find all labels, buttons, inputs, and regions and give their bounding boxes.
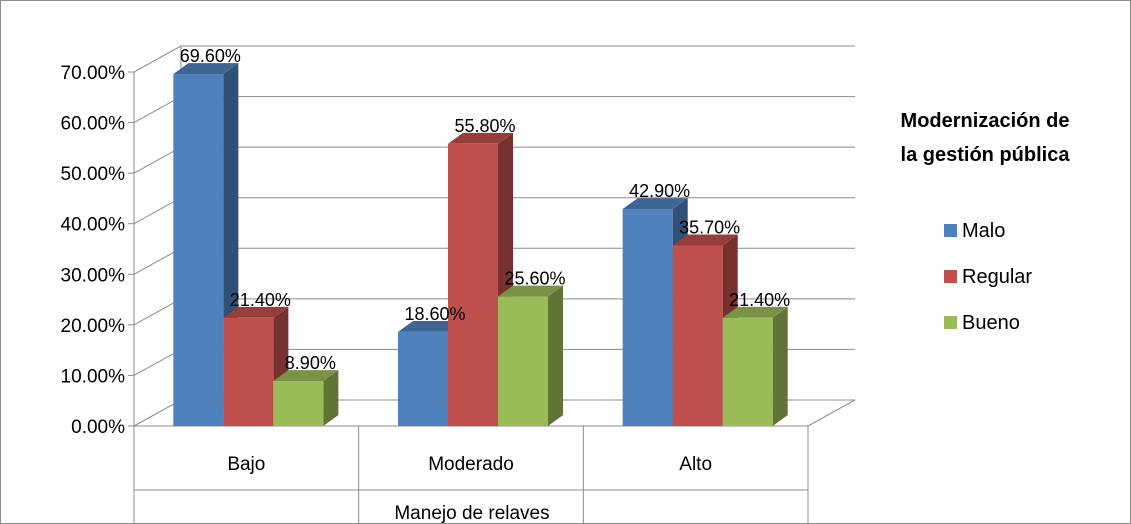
bar-front bbox=[398, 331, 448, 426]
gridline-diagonal bbox=[133, 45, 182, 73]
bars bbox=[173, 63, 788, 427]
data-label-bueno-bajo: 8.90% bbox=[285, 353, 336, 373]
legend-swatch-regular bbox=[944, 270, 957, 283]
bar-front bbox=[622, 209, 673, 426]
bar-regular-bajo bbox=[223, 306, 289, 426]
bar-side bbox=[772, 306, 788, 426]
gridline-diagonal bbox=[133, 96, 182, 124]
y-tick-label: 30.00% bbox=[61, 265, 126, 286]
x-category-label: Bajo bbox=[227, 454, 265, 475]
bar-bueno-bajo bbox=[273, 370, 339, 426]
y-tick-label: 50.00% bbox=[61, 164, 126, 185]
data-label-bueno-moderado: 25.60% bbox=[504, 269, 565, 289]
bar-top bbox=[498, 285, 564, 297]
bar-side bbox=[323, 370, 339, 426]
bar-front bbox=[448, 143, 498, 426]
y-tick-label: 60.00% bbox=[61, 114, 126, 135]
legend-title-line-1: Modernización de bbox=[901, 110, 1070, 132]
bar-top bbox=[223, 306, 289, 318]
bar-side bbox=[548, 285, 564, 426]
bar-top bbox=[722, 306, 788, 318]
x-axis: Bajo Moderado Alto bbox=[133, 426, 809, 524]
bar-front bbox=[722, 317, 773, 426]
bar-front bbox=[672, 245, 723, 426]
data-label-regular-alto: 35.70% bbox=[679, 217, 740, 237]
data-label-bueno-alto: 21.40% bbox=[729, 290, 790, 310]
y-tick-label: 40.00% bbox=[61, 215, 126, 236]
legend: Modernización de la gestión pública Malo… bbox=[901, 110, 1071, 334]
gridline-diagonal bbox=[133, 298, 182, 326]
bar-front bbox=[223, 317, 274, 426]
bar-top bbox=[672, 234, 738, 246]
data-label-malo-alto: 42.90% bbox=[629, 181, 690, 201]
bar-bueno-alto bbox=[722, 306, 788, 426]
bar-bueno-moderado bbox=[498, 285, 564, 426]
x-category-label: Moderado bbox=[428, 454, 514, 475]
bar-top bbox=[448, 132, 514, 144]
gridline-diagonal bbox=[133, 247, 182, 275]
gridline-diagonal bbox=[133, 146, 182, 174]
legend-title-line-2: la gestión pública bbox=[901, 144, 1071, 166]
legend-label-malo: Malo bbox=[962, 220, 1005, 242]
bar-front bbox=[173, 74, 224, 426]
legend-swatch-bueno bbox=[944, 316, 957, 329]
legend-label-regular: Regular bbox=[962, 266, 1032, 288]
gridline-diagonal bbox=[133, 197, 182, 225]
data-labels: 69.60% 21.40% 8.90% 18.60% 55.80% 25.60% 42.90… bbox=[180, 46, 790, 373]
y-tick-label: 70.00% bbox=[61, 63, 126, 84]
bar-top bbox=[173, 63, 239, 75]
bar-front bbox=[498, 296, 548, 426]
y-tick-label: 0.00% bbox=[71, 417, 125, 438]
bar-top bbox=[622, 198, 688, 210]
data-label-regular-moderado: 55.80% bbox=[454, 116, 515, 136]
x-category-label: Alto bbox=[679, 454, 712, 475]
bar-top bbox=[398, 321, 464, 332]
bar-front bbox=[273, 380, 324, 426]
legend-swatch-malo bbox=[944, 224, 957, 237]
data-label-malo-bajo: 69.60% bbox=[180, 46, 241, 66]
y-tick-label: 20.00% bbox=[61, 316, 126, 337]
gridline-diagonal bbox=[133, 348, 182, 376]
x-axis-title: Manejo de relaves bbox=[394, 503, 549, 524]
data-label-malo-moderado: 18.60% bbox=[404, 304, 465, 324]
y-tick-label: 10.00% bbox=[61, 366, 126, 387]
y-axis-tick-labels: 0.00% 10.00% 20.00% 30.00% 40.00% 50.00% 60.00… bbox=[61, 63, 126, 438]
legend-label-bueno: Bueno bbox=[962, 312, 1020, 334]
data-label-regular-bajo: 21.40% bbox=[230, 290, 291, 310]
bar-top bbox=[273, 370, 339, 381]
